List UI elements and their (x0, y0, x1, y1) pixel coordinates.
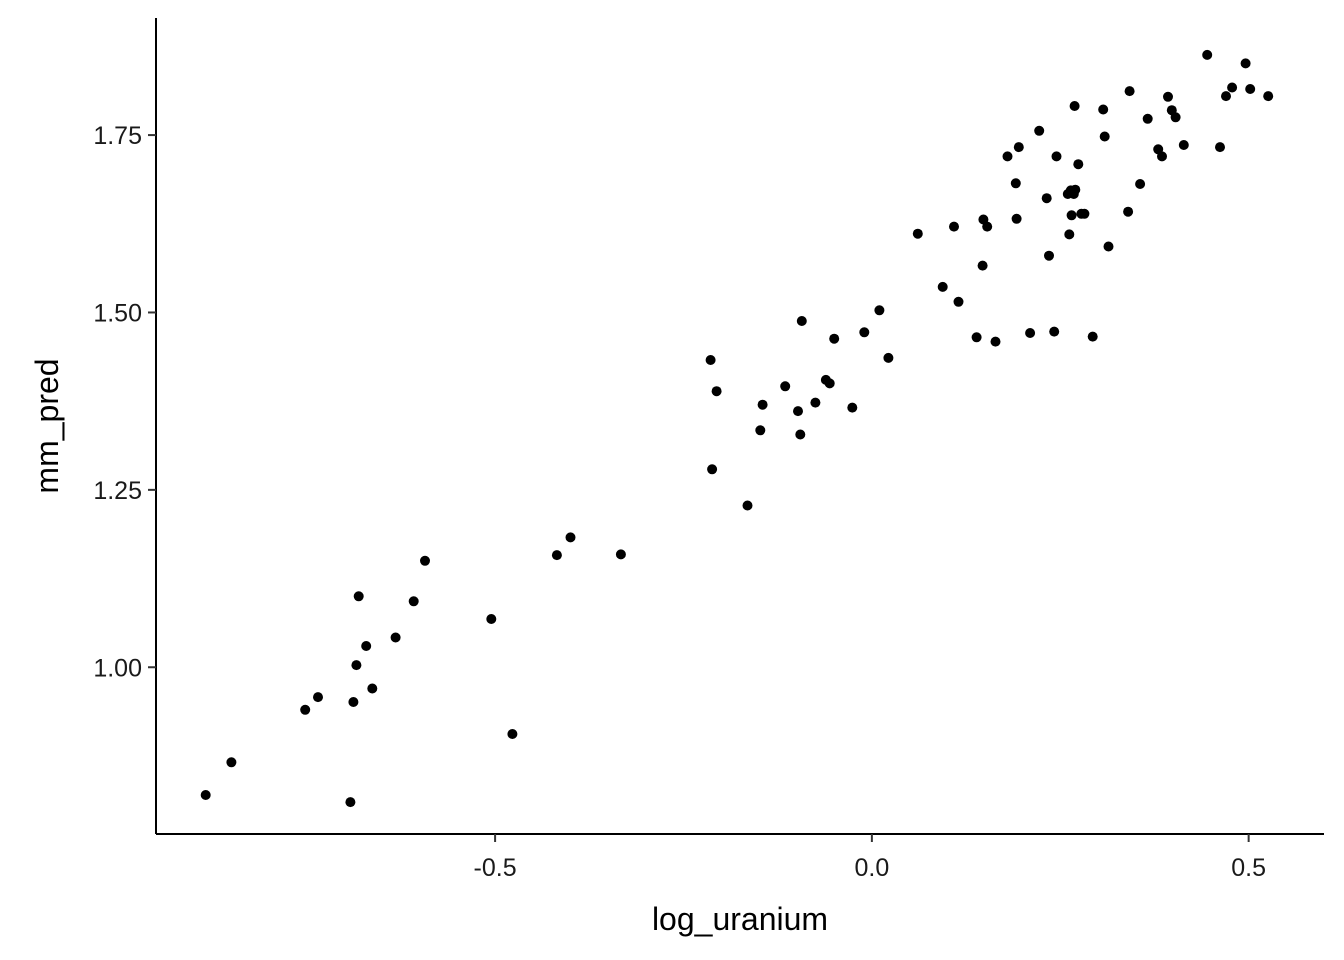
data-points (200, 49, 1274, 808)
data-point (990, 336, 1001, 347)
x-axis-ticks: -0.5 0.0 0.5 (474, 834, 1266, 882)
data-point (565, 532, 576, 543)
data-point (1240, 58, 1251, 69)
x-tick-label: -0.5 (474, 854, 517, 882)
data-point (1011, 213, 1022, 224)
data-point (1163, 91, 1173, 102)
data-point (1034, 125, 1045, 136)
data-point (345, 797, 356, 808)
data-point (780, 381, 791, 392)
data-point (937, 281, 948, 292)
y-tick-label: 1.25 (93, 477, 142, 505)
data-point (711, 386, 722, 397)
data-point (705, 355, 716, 365)
data-point (1066, 210, 1077, 221)
data-point (810, 397, 821, 408)
data-point (1069, 101, 1080, 111)
data-point (390, 632, 401, 643)
x-tick-label: 0.5 (1231, 854, 1266, 882)
data-point (420, 555, 430, 566)
y-tick-label: 1.00 (93, 654, 142, 682)
data-point (313, 692, 323, 703)
data-point (1178, 140, 1189, 150)
data-point (1170, 112, 1181, 123)
data-point (353, 591, 364, 602)
y-axis-title: mm_pred (29, 358, 65, 493)
data-point (796, 316, 807, 326)
y-tick-label: 1.50 (93, 299, 142, 327)
data-point (1202, 49, 1213, 60)
data-point (1124, 86, 1135, 97)
data-point (351, 660, 362, 671)
data-point (1070, 184, 1081, 195)
data-point (1041, 193, 1052, 204)
x-tick-label: 0.0 (854, 854, 889, 882)
y-tick-label: 1.75 (93, 122, 142, 150)
data-point (348, 697, 359, 707)
data-point (361, 641, 372, 651)
data-point (1098, 104, 1109, 115)
data-point (1002, 151, 1013, 162)
data-point (1227, 82, 1238, 93)
data-point (200, 790, 211, 800)
data-point (1064, 229, 1075, 240)
data-point (883, 352, 894, 363)
data-point (793, 406, 803, 417)
data-point (757, 399, 768, 410)
data-point (755, 425, 766, 436)
data-point (226, 757, 237, 768)
data-point (1263, 91, 1274, 102)
data-point (1215, 142, 1225, 153)
data-point (874, 305, 885, 316)
data-point (949, 221, 959, 232)
data-point (1099, 131, 1110, 142)
data-point (1245, 84, 1256, 94)
data-point (847, 402, 858, 413)
data-point (1103, 241, 1114, 252)
data-point (977, 260, 988, 271)
data-point (707, 464, 718, 475)
data-point (912, 228, 923, 239)
data-point (300, 704, 311, 715)
data-point (615, 549, 626, 560)
data-point (795, 429, 806, 440)
data-point (824, 378, 835, 389)
data-point (1221, 91, 1231, 102)
y-axis-ticks: 1.00 1.25 1.50 1.75 (93, 122, 156, 682)
data-point (1044, 250, 1054, 261)
data-point (367, 683, 378, 694)
data-point (971, 332, 982, 343)
data-point (486, 614, 497, 624)
data-point (1051, 151, 1062, 162)
data-point (1135, 179, 1146, 189)
data-point (1087, 331, 1098, 342)
data-point (829, 333, 840, 344)
data-point (551, 550, 562, 561)
data-point (859, 327, 870, 338)
data-point (953, 296, 964, 307)
data-point (507, 729, 518, 739)
data-point (982, 221, 993, 232)
data-point (1025, 328, 1036, 338)
data-point (742, 500, 753, 511)
x-axis-title: log_uranium (652, 901, 828, 937)
data-point (1010, 178, 1021, 189)
data-point (1079, 208, 1090, 219)
data-point (1123, 206, 1134, 217)
data-point (1049, 326, 1060, 337)
data-point (1157, 151, 1167, 162)
data-point (1013, 142, 1024, 153)
data-point (1073, 159, 1084, 170)
data-point (1142, 113, 1153, 124)
data-point (408, 596, 419, 607)
